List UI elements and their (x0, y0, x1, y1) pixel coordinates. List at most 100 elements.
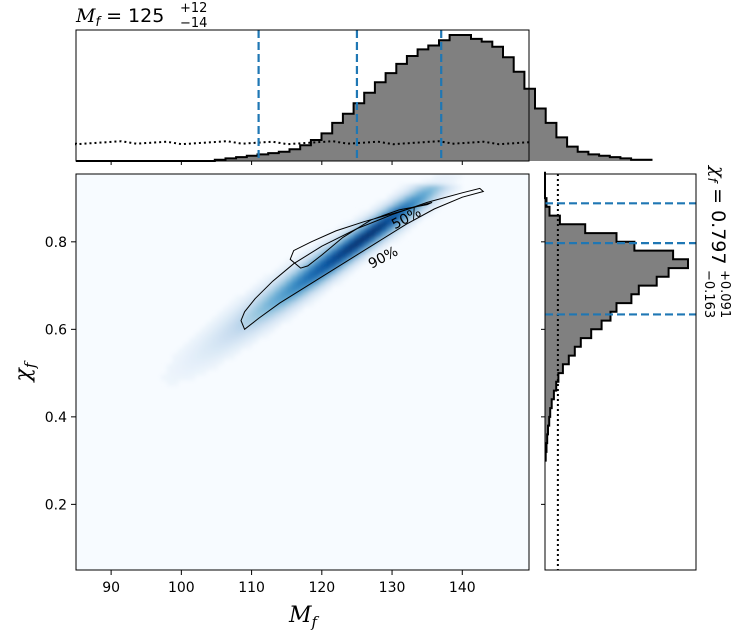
heatmap-cell (393, 237, 400, 244)
heatmap-cell (393, 195, 400, 201)
heatmap-cell (166, 369, 173, 376)
heatmap-cell (172, 364, 179, 370)
heatmap-cell (177, 364, 185, 370)
heatmap-cell (291, 290, 298, 297)
heatmap-cell (415, 195, 423, 201)
heatmap-cell (342, 269, 349, 275)
heatmap-cell (206, 364, 213, 370)
heatmap-cell (438, 200, 445, 207)
joint-panel: 50%90% 90 100 110 120 130 140 0.20.40.60.8 Mf… (11, 173, 530, 631)
heatmap-cell (302, 300, 309, 307)
heatmap-cell (347, 253, 355, 260)
heatmap-cell (398, 189, 406, 196)
top-marginal-title: Mf = 125 +12−14 (75, 1, 207, 31)
heatmap-cell (342, 226, 349, 233)
heatmap-cell (274, 279, 281, 286)
heatmap-cell (245, 316, 253, 323)
heatmap-cell (449, 174, 456, 180)
heatmap-cell (336, 253, 343, 260)
heatmap-cell (415, 216, 423, 223)
heatmap-cell (325, 269, 332, 275)
heatmap-cell (183, 353, 190, 360)
heatmap-cell (228, 300, 236, 307)
heatmap-cell (245, 332, 253, 339)
heatmap-cell (342, 253, 349, 260)
heatmap-cell (421, 184, 428, 191)
heatmap-cell (279, 300, 287, 307)
heatmap-cell (432, 195, 439, 201)
heatmap-cell (325, 284, 332, 291)
heatmap-cell (200, 337, 207, 344)
heatmap-cell (438, 179, 445, 186)
heatmap-cell (330, 247, 338, 254)
heatmap-cell (359, 258, 366, 265)
heatmap-cell (353, 237, 360, 244)
heatmap-cell (359, 216, 366, 223)
heatmap-cell (194, 369, 202, 376)
heatmap-cell (268, 274, 275, 281)
heatmap-cell (274, 300, 281, 307)
heatmap-cell (313, 242, 321, 249)
contour-90pct (240, 187, 485, 331)
heatmap-cell (325, 274, 332, 281)
top-title-upper: +12 (180, 1, 207, 16)
heatmap-cell (427, 195, 434, 201)
heatmap-cell (313, 290, 321, 297)
heatmap-cell (262, 332, 270, 339)
heatmap-cell (257, 284, 264, 291)
heatmap-cell (427, 189, 434, 196)
heatmap-cell (302, 247, 309, 254)
top-marginal-border (75, 29, 530, 162)
heatmap-cell (449, 179, 456, 186)
heatmap-cell (211, 353, 219, 360)
heatmap-cell (240, 321, 247, 328)
heatmap-cell (376, 237, 383, 244)
heatmap-cell (393, 232, 400, 238)
heatmap-cell (234, 337, 241, 344)
heatmap-cell (353, 258, 360, 265)
heatmap-cell (268, 290, 275, 297)
top-marginal-quantile-lines (257, 30, 443, 161)
heatmap-cell (183, 348, 190, 355)
heatmap-cell (234, 321, 241, 328)
heatmap-cell (330, 253, 338, 260)
heatmap-cell (415, 200, 423, 207)
heatmap-cell (353, 242, 360, 249)
heatmap-cell (347, 232, 355, 238)
heatmap-cell (234, 316, 241, 323)
heatmap-cell (370, 221, 377, 228)
heatmap-cell (353, 253, 360, 260)
heatmap-cell (381, 216, 389, 223)
heatmap-cell (296, 284, 304, 291)
heatmap-cell (234, 327, 241, 333)
heatmap-cell (245, 337, 253, 344)
heatmap-cell (240, 306, 247, 312)
top-prior-line (75, 140, 530, 146)
heatmap-cell (347, 263, 355, 270)
heatmap-cell (274, 284, 281, 291)
heatmap-cell (296, 269, 304, 275)
top-title-text: Mf = 125 (75, 5, 164, 30)
heatmap-cell (404, 221, 411, 228)
heatmap-cell (189, 374, 196, 381)
heatmap-cell (251, 284, 258, 291)
heatmap-cell (393, 205, 400, 212)
heatmap-cell (223, 316, 230, 323)
right-title-lower: −0.163 (701, 270, 716, 318)
heatmap-cell (308, 284, 315, 291)
heatmap-cell (257, 311, 264, 318)
heatmap-cell (245, 290, 253, 297)
heatmap-cell (421, 195, 428, 201)
heatmap-cell (404, 200, 411, 207)
heatmap-cell (262, 290, 270, 297)
heatmap-cell (183, 342, 190, 349)
heatmap-cell (308, 274, 315, 281)
heatmap-cell (432, 174, 439, 180)
heatmap-cell (206, 327, 213, 333)
right-title-text: χf = 0.797 (704, 164, 729, 265)
heatmap-cell (347, 242, 355, 249)
joint-x-axis: 90 100 110 120 130 140 (102, 570, 476, 596)
heatmap-cell (251, 290, 258, 297)
heatmap-cell (234, 348, 241, 355)
heatmap-cell (262, 295, 270, 302)
